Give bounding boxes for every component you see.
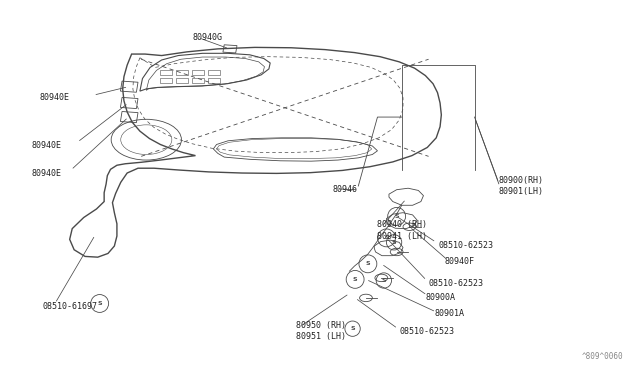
Text: S: S — [97, 301, 102, 306]
Text: S: S — [394, 214, 399, 219]
Text: 80940F: 80940F — [445, 257, 474, 266]
Text: S: S — [365, 261, 370, 266]
Text: 80900A: 80900A — [426, 293, 456, 302]
Bar — [208, 70, 220, 75]
Text: 80940E: 80940E — [31, 169, 61, 177]
Text: 80940 (RH)
80941 (LH): 80940 (RH) 80941 (LH) — [378, 221, 428, 241]
Text: 80901A: 80901A — [435, 310, 465, 318]
Text: 08510-62523: 08510-62523 — [400, 327, 455, 336]
Text: S: S — [350, 326, 355, 331]
Text: S: S — [392, 240, 396, 245]
Bar — [176, 78, 188, 83]
Bar — [176, 70, 188, 75]
Text: S: S — [353, 277, 357, 282]
Bar — [161, 78, 172, 83]
Text: ^809^0060: ^809^0060 — [582, 352, 623, 361]
Text: 80940E: 80940E — [39, 93, 69, 102]
Text: S: S — [381, 278, 386, 283]
Text: 80946: 80946 — [333, 185, 358, 194]
Text: 80940E: 80940E — [31, 141, 61, 150]
Text: 08510-62523: 08510-62523 — [429, 279, 484, 288]
Bar — [192, 70, 204, 75]
Bar — [161, 70, 172, 75]
Text: 80940G: 80940G — [192, 33, 222, 42]
Bar — [192, 78, 204, 83]
Text: 08510-61697: 08510-61697 — [42, 302, 97, 311]
Text: 80950 (RH)
80951 (LH): 80950 (RH) 80951 (LH) — [296, 321, 346, 341]
Text: S: S — [384, 235, 388, 240]
Bar — [208, 78, 220, 83]
Text: 80900(RH)
80901(LH): 80900(RH) 80901(LH) — [499, 176, 544, 196]
Text: 08510-62523: 08510-62523 — [438, 241, 493, 250]
